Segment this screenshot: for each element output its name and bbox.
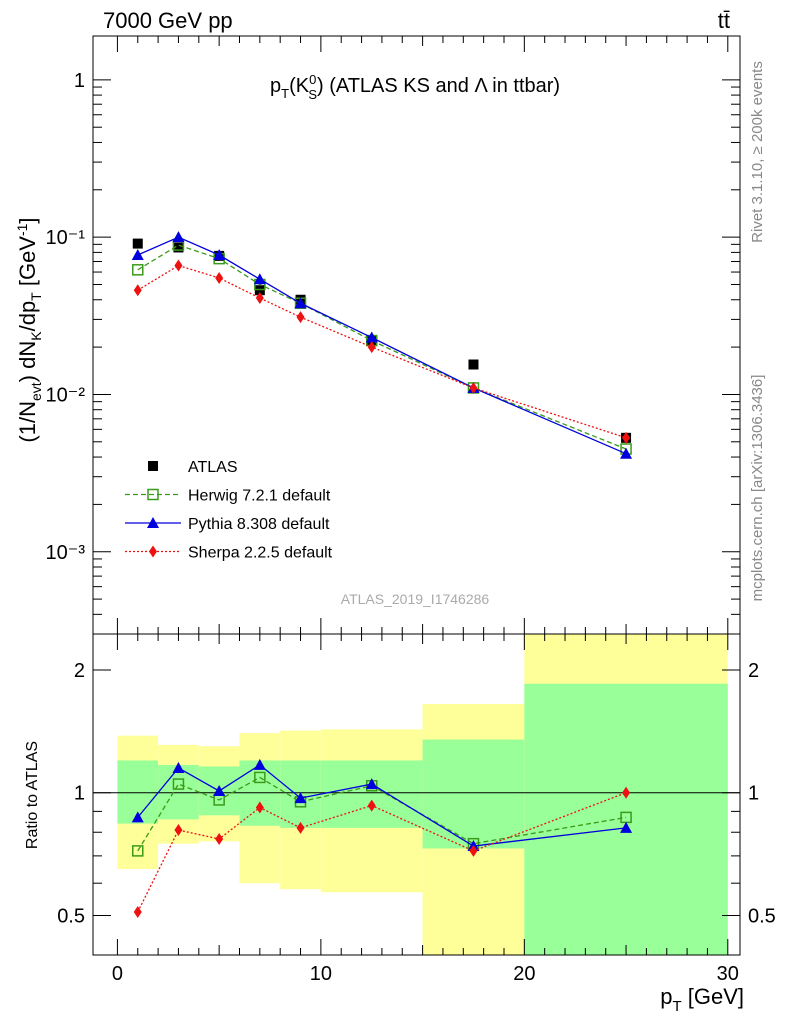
xlabel: pT [GeV] bbox=[660, 984, 744, 1015]
legend-label-3: Sherpa 2.2.5 default bbox=[188, 545, 333, 562]
main-pythia-point-3 bbox=[253, 273, 266, 285]
main-pythia-point-7 bbox=[620, 447, 633, 459]
main-sherpa-point-0 bbox=[133, 284, 142, 297]
ratio-herwig-point-1 bbox=[172, 778, 185, 790]
green-band-1 bbox=[158, 764, 199, 820]
ytick-ratio-label-0: 0.5 bbox=[57, 905, 85, 927]
ratio-herwig-line bbox=[137, 776, 627, 852]
ytick-main-label-0: 1 bbox=[74, 70, 85, 92]
main-atlas-point-6 bbox=[468, 359, 479, 370]
ratio-pythia-point-5 bbox=[365, 778, 378, 790]
ratio-sherpa-point-2 bbox=[215, 833, 224, 846]
legend-marker-1 bbox=[147, 488, 159, 501]
ytick-ratio-label-right-2: 2 bbox=[748, 660, 759, 682]
xtick-label-20: 20 bbox=[513, 963, 535, 985]
ratio-pythia-point-2 bbox=[213, 784, 226, 796]
xtick-label-30: 30 bbox=[717, 963, 739, 985]
plot-frames bbox=[92, 35, 741, 956]
series-layer bbox=[131, 231, 633, 918]
header-left: 7000 GeV pp bbox=[103, 8, 233, 33]
legend-label-0: ATLAS bbox=[188, 459, 238, 476]
main-herwig-point-0 bbox=[132, 264, 144, 276]
green-band-7 bbox=[524, 683, 728, 955]
main-sherpa-point-5 bbox=[367, 341, 376, 354]
ratio-pythia-point-1 bbox=[172, 761, 185, 773]
main-pythia-point-1 bbox=[172, 231, 185, 243]
ratio-sherpa-point-6 bbox=[469, 844, 478, 857]
legend-label-1: Herwig 7.2.1 default bbox=[188, 488, 331, 505]
main-sherpa-point-1 bbox=[174, 259, 183, 272]
main-pythia-point-2 bbox=[213, 249, 226, 261]
legend-marker-0 bbox=[148, 461, 158, 471]
mcplots-label: mcplots.cern.ch [arXiv:1306.3436] bbox=[749, 375, 766, 602]
uncertainty-bands bbox=[117, 634, 728, 955]
header-right: tt̄ bbox=[718, 8, 730, 33]
main-sherpa-point-4 bbox=[296, 311, 305, 324]
legend: ATLAS Herwig 7.2.1 default Pythia 8.308 de… bbox=[125, 459, 333, 562]
main-pythia-point-5 bbox=[365, 331, 378, 343]
ratio-pythia-line bbox=[137, 764, 627, 847]
ratio-pythia-point-4 bbox=[294, 792, 307, 804]
ytick-ratio-label-right-0: 0.5 bbox=[748, 905, 776, 927]
ratio-pythia-point-3 bbox=[253, 758, 266, 770]
ytick-ratio-label-right-1: 1 bbox=[748, 783, 759, 805]
ratio-pythia-point-7 bbox=[620, 821, 633, 833]
ratio-pythia-point-0 bbox=[131, 811, 144, 823]
ratio-sherpa-point-0 bbox=[133, 905, 142, 918]
ratio-sherpa-point-3 bbox=[255, 801, 264, 814]
ytick-main-label-3: 10⁻³ bbox=[46, 542, 86, 564]
legend-label-2: Pythia 8.308 default bbox=[188, 516, 330, 533]
main-sherpa-point-3 bbox=[255, 292, 264, 305]
xtick-label-0: 0 bbox=[112, 963, 123, 985]
ratio-sherpa-point-7 bbox=[622, 786, 631, 799]
green-band-6 bbox=[422, 739, 525, 849]
ytick-main-label-2: 10⁻² bbox=[46, 384, 86, 406]
main-sherpa-point-2 bbox=[215, 271, 224, 284]
axis-ticks: 0 10 20 30 1 10⁻¹ 10⁻² 10⁻³ 0.5 0.5 1 1 2 2 bbox=[46, 36, 776, 985]
ytick-ratio-label-2: 2 bbox=[74, 660, 85, 682]
main-sherpa-point-6 bbox=[469, 381, 478, 394]
main-pythia-line bbox=[137, 236, 627, 455]
main-atlas-point-1 bbox=[173, 242, 184, 253]
ratio-sherpa-point-4 bbox=[296, 821, 305, 834]
ratio-sherpa-point-5 bbox=[367, 799, 376, 812]
rivet-label: Rivet 3.1.10, ≥ 200k events bbox=[749, 61, 766, 243]
main-pythia-point-4 bbox=[294, 297, 307, 309]
main-herwig-line bbox=[137, 244, 627, 450]
analysis-id: ATLAS_2019_I1746286 bbox=[341, 591, 490, 607]
main-pythia-point-0 bbox=[131, 249, 144, 261]
main-sherpa-point-7 bbox=[622, 431, 631, 444]
xtick-label-10: 10 bbox=[310, 963, 332, 985]
ratio-herwig-point-3 bbox=[254, 771, 266, 784]
legend-marker-3 bbox=[149, 545, 157, 558]
ratio-sherpa-line bbox=[137, 792, 627, 913]
ratio-frame bbox=[92, 633, 741, 956]
ratio-herwig-point-0 bbox=[132, 845, 144, 857]
main-atlas-point-0 bbox=[132, 238, 143, 249]
legend-marker-2 bbox=[147, 517, 159, 528]
ytick-ratio-label-1: 1 bbox=[74, 783, 85, 805]
main-ylabel: (1/Nevt) dNK/dpT [GeV-1] bbox=[14, 217, 44, 442]
main-sherpa-line bbox=[137, 264, 627, 439]
ytick-main-label-1: 10⁻¹ bbox=[46, 227, 86, 249]
main-title: pT(K0 S) (ATLAS KS and Λ in ttbar) bbox=[270, 72, 560, 102]
ratio-ylabel: Ratio to ATLAS bbox=[24, 741, 41, 849]
ratio-sherpa-point-1 bbox=[174, 824, 183, 837]
